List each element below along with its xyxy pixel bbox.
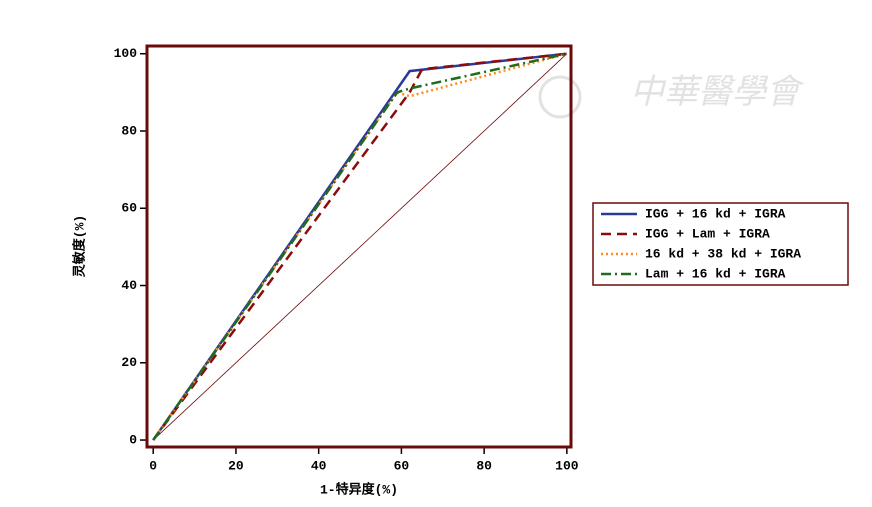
y-tick-label: 60 bbox=[121, 201, 137, 216]
y-axis-label: 灵敏度(%) bbox=[71, 215, 87, 277]
x-tick-label: 80 bbox=[476, 458, 492, 473]
y-tick-label: 0 bbox=[129, 432, 137, 447]
x-tick-label: 20 bbox=[228, 458, 244, 473]
legend-label: IGG + Lam + IGRA bbox=[645, 226, 770, 241]
series-line bbox=[152, 52, 567, 441]
legend-label: Lam + 16 kd + IGRA bbox=[645, 266, 786, 281]
x-tick-label: 0 bbox=[149, 458, 157, 473]
x-tick-label: 60 bbox=[394, 458, 410, 473]
series-line bbox=[152, 52, 568, 441]
y-tick-label: 100 bbox=[114, 46, 138, 61]
legend-box bbox=[592, 202, 849, 286]
watermark-seal bbox=[538, 75, 582, 119]
y-tick-label: 40 bbox=[121, 278, 137, 293]
reference-line bbox=[152, 53, 568, 441]
watermark: 中華醫學會 bbox=[630, 72, 805, 112]
legend-label: IGG + 16 kd + IGRA bbox=[645, 206, 786, 221]
x-tick-label: 40 bbox=[311, 458, 327, 473]
y-tick-label: 20 bbox=[121, 355, 137, 370]
x-axis-label: 1-特异度(%) bbox=[320, 481, 398, 497]
y-tick-label: 80 bbox=[121, 123, 137, 138]
x-tick-label: 100 bbox=[555, 458, 579, 473]
legend-label: 16 kd + 38 kd + IGRA bbox=[645, 246, 801, 261]
plot-frame bbox=[145, 44, 573, 449]
